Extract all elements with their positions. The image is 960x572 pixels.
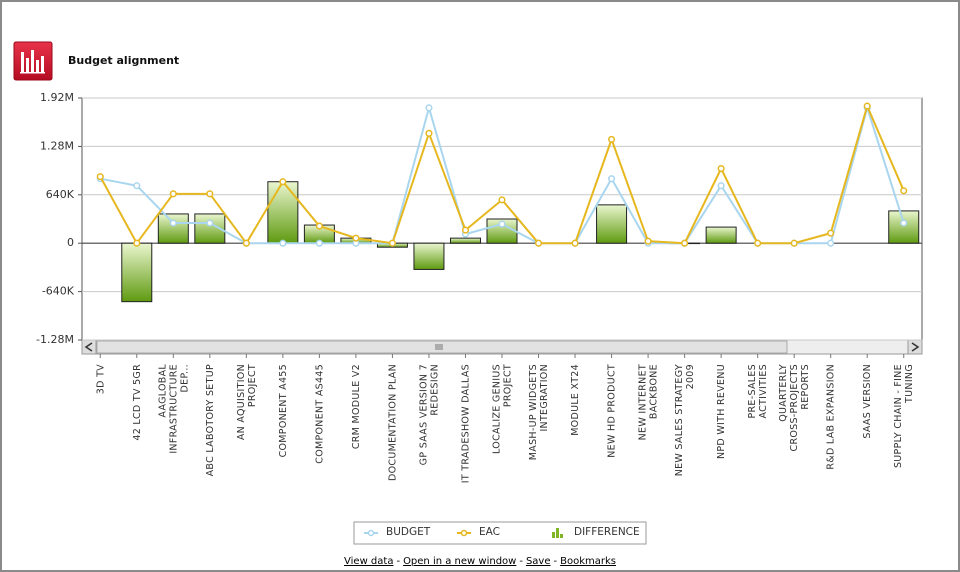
point — [608, 135, 616, 143]
chart-title: Budget alignment — [68, 54, 179, 67]
point — [498, 196, 506, 204]
x-tick-label: DOCUMENTATION PLAN — [387, 364, 398, 481]
separator: - — [396, 556, 401, 567]
point — [900, 219, 908, 227]
bar — [121, 242, 153, 303]
footer-link[interactable]: View data — [344, 556, 394, 567]
y-tick-label: -1.28M — [36, 333, 74, 346]
point — [681, 239, 689, 247]
x-tick-label: COMPONENT A455 — [277, 364, 288, 457]
separator: - — [519, 556, 523, 567]
point — [571, 239, 579, 247]
point — [169, 190, 177, 198]
legend — [353, 521, 647, 545]
legend-marker — [460, 529, 468, 537]
point — [206, 190, 214, 198]
bar — [157, 213, 189, 244]
point — [279, 239, 287, 247]
point — [279, 178, 287, 186]
point — [863, 102, 871, 110]
point — [425, 104, 433, 112]
x-tick-label: CRM MODULE V2 — [350, 364, 361, 449]
point — [827, 229, 835, 237]
footer-link[interactable]: Open in a new window — [403, 556, 517, 567]
bar — [705, 226, 737, 244]
x-tick-label: GP SAAS VERSION 7REDESIGN — [418, 364, 440, 465]
point — [498, 220, 506, 228]
legend-marker — [560, 534, 563, 538]
x-tick-label: MASH-UP WIDGETSINTEGRATION — [528, 364, 550, 460]
x-tick-label: QUARTERLYCROSS-PROJECTSREPORTS — [778, 364, 811, 451]
point — [425, 129, 433, 137]
x-tick-label: NEW SALES STRATEGY2009 — [674, 364, 696, 476]
legend-marker — [556, 528, 559, 538]
x-tick-label: R&D LAB EXPANSION — [825, 364, 836, 470]
point — [133, 239, 141, 247]
x-tick-label: 42 LCD TV 5GR — [131, 364, 142, 441]
bar — [596, 204, 628, 244]
y-tick-label: -640K — [42, 285, 75, 298]
x-tick-label: MODULE XT24 — [570, 364, 581, 436]
legend-marker — [552, 532, 555, 538]
legend-label: BUDGET — [386, 526, 431, 538]
app-icon — [13, 41, 53, 81]
point — [206, 219, 214, 227]
legend-label: EAC — [479, 526, 500, 538]
point — [315, 222, 323, 230]
footer-links: View data - Open in a new window - Save - Book… — [2, 556, 958, 567]
y-tick-label: 1.28M — [40, 139, 74, 152]
legend-marker — [367, 529, 375, 537]
point — [644, 237, 652, 245]
bar — [413, 242, 445, 270]
bar — [267, 181, 299, 244]
x-tick-label: COMPONENT AS445 — [314, 364, 325, 464]
y-tick-label: 1.92M — [40, 91, 74, 104]
x-tick-label: NEW INTERNETBACKBONE — [637, 364, 659, 440]
x-tick-label: SAAS VERSION — [862, 364, 873, 439]
point — [754, 239, 762, 247]
point — [900, 187, 908, 195]
x-tick-label: PRE-SALESACTIVITIES — [747, 364, 769, 419]
point — [352, 234, 360, 242]
x-tick-label: IT TRADESHOW DALLAS — [460, 364, 471, 483]
scrollbar[interactable] — [81, 339, 923, 355]
y-tick-label: 640K — [46, 188, 75, 201]
point — [534, 239, 543, 247]
point — [133, 182, 141, 190]
point — [388, 239, 396, 247]
legend-label: DIFFERENCE — [574, 526, 640, 538]
x-tick-label: LOCALIZE GENIUSPROJECT — [491, 364, 513, 454]
point — [242, 239, 250, 247]
footer-link[interactable]: Bookmarks — [560, 556, 616, 567]
y-tick-label: 0 — [67, 236, 74, 249]
point — [717, 165, 725, 173]
x-tick-label: 3D TV — [95, 364, 106, 394]
x-tick-label: AN AQUISITIONPROJECT — [235, 364, 257, 440]
point — [96, 173, 104, 181]
separator: - — [553, 556, 558, 567]
x-tick-label: NPD WITH REVENU — [716, 364, 727, 459]
point — [461, 226, 470, 234]
point — [717, 182, 725, 190]
footer-link[interactable]: Save — [525, 556, 551, 567]
point — [608, 175, 616, 183]
point — [169, 219, 177, 227]
x-tick-label: NEW HD PRODUCT — [606, 364, 617, 458]
point — [315, 239, 323, 247]
chart: Budget alignment -1.28M -640K 0 640K 1.28M 1.… — [13, 41, 923, 545]
point — [827, 239, 835, 247]
bar — [449, 237, 481, 244]
point — [790, 239, 798, 247]
x-tick-label: AAGLOBALINFRASTRUCTUREDEP... — [157, 364, 190, 454]
x-tick-label: ABC LABOTORY SETUP — [204, 364, 215, 476]
bar — [888, 210, 920, 244]
x-tick-label: SUPPLY CHAIN - FINETUNING — [893, 364, 915, 468]
